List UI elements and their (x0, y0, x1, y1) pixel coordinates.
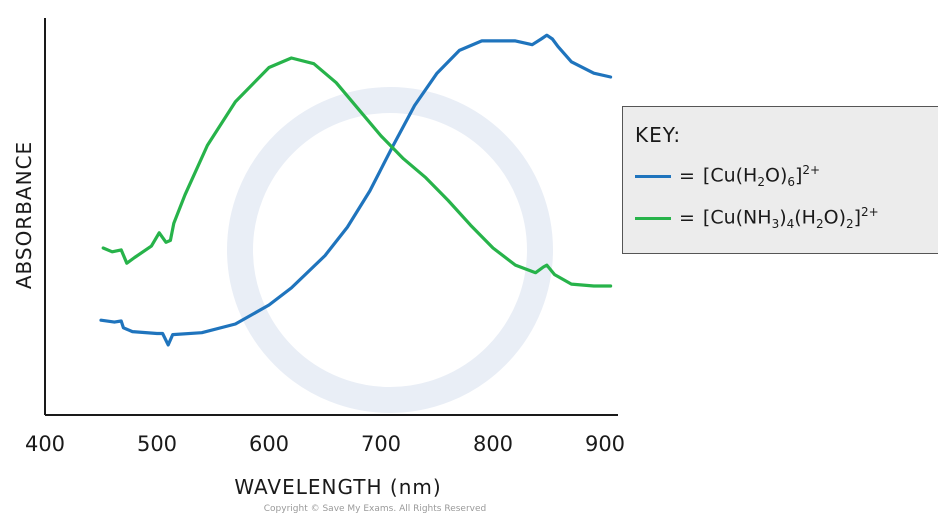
legend-title: KEY: (635, 123, 682, 147)
copyright-notice: Copyright © Save My Exams. All Rights Re… (263, 504, 487, 514)
legend-entry-cu-nh3-4-h2o-2: = [Cu(NH3)4(H2O)2]2+ (635, 205, 879, 231)
x-tick-label-800: 800 (473, 432, 513, 456)
x-tick-label-600: 600 (249, 432, 289, 456)
legend-swatch-green (635, 216, 671, 220)
legend-entry-cu-h2o6: = [Cu(H2O)6]2+ (635, 163, 820, 189)
plot-area (99, 33, 613, 347)
background-watermark-logo (227, 87, 553, 413)
x-axis-title: WAVELENGTH (nm) (234, 475, 441, 499)
x-tick-label-500: 500 (137, 432, 177, 456)
x-tick-label-400: 400 (25, 432, 65, 456)
x-tick-label-700: 700 (361, 432, 401, 456)
legend-equals: = (679, 165, 695, 188)
series-line-cu-nh3-4-h2o-2 (101, 56, 613, 288)
legend-label-cu-nh3-4-h2o-2: [Cu(NH3)4(H2O)2]2+ (702, 205, 879, 232)
x-tick-label-900: 900 (585, 432, 625, 456)
legend-key: KEY: = [Cu(H2O)6]2+ = [Cu(NH3)4(H2O)2]2+ (622, 106, 938, 254)
x-tick-labels: 400 500 600 700 800 900 (25, 432, 625, 456)
legend-label-cu-h2o6: [Cu(H2O)6]2+ (702, 163, 821, 190)
series-line-cu-h2o6 (99, 33, 613, 347)
y-axis-title: ABSORBANCE (12, 141, 36, 289)
legend-swatch-blue (635, 174, 671, 178)
legend-equals: = (679, 207, 695, 230)
